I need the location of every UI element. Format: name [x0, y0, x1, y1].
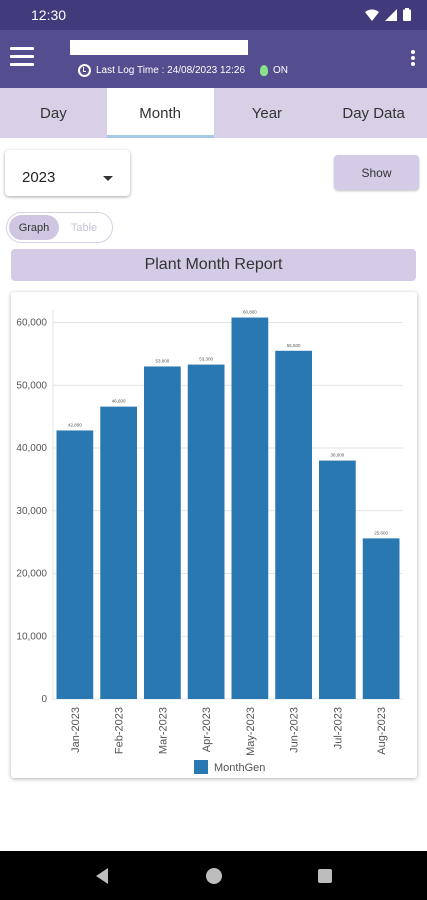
- table-option[interactable]: Table: [70, 221, 98, 234]
- data-label: 38,000: [330, 453, 344, 458]
- system-nav-bar: [0, 851, 427, 900]
- status-icons: [365, 8, 411, 21]
- y-tick-label: 10,000: [16, 631, 47, 642]
- data-label: 60,800: [243, 310, 257, 315]
- bar: [56, 430, 94, 699]
- clock-icon: [78, 64, 91, 77]
- x-tick-label: Jun-2023: [289, 707, 301, 753]
- data-label: 25,600: [374, 530, 388, 535]
- tab-month[interactable]: Month: [106, 88, 214, 138]
- report-title: Plant Month Report: [11, 249, 416, 281]
- battery-icon: [403, 8, 411, 21]
- app-bar: Last Log Time : 24/08/2023 12:26 ON: [0, 30, 427, 88]
- tab-day-data[interactable]: Day Data: [342, 104, 405, 122]
- x-tick-label: Feb-2023: [114, 707, 126, 754]
- y-tick-label: 30,000: [16, 506, 47, 517]
- bulb-icon: [260, 65, 268, 76]
- status-bar: 12:30: [0, 0, 427, 30]
- recent-apps-icon[interactable]: [318, 869, 332, 883]
- show-button[interactable]: Show: [334, 155, 419, 190]
- x-tick-label: Jul-2023: [332, 707, 344, 749]
- x-tick-label: Apr-2023: [201, 707, 213, 752]
- bar: [187, 364, 225, 699]
- bar: [362, 538, 400, 699]
- tab-year[interactable]: Year: [251, 104, 283, 122]
- data-label: 53,000: [155, 358, 169, 363]
- online-status: ON: [273, 65, 288, 76]
- bar: [231, 317, 269, 699]
- data-label: 46,600: [112, 399, 126, 404]
- bar: [100, 406, 137, 699]
- more-options-icon[interactable]: [410, 50, 416, 68]
- bar: [319, 460, 356, 699]
- x-tick-label: Jan-2023: [70, 707, 82, 753]
- y-tick-label: 60,000: [16, 318, 47, 329]
- log-info: Last Log Time : 24/08/2023 12:26 ON: [78, 64, 288, 77]
- year-dropdown[interactable]: 2023: [5, 150, 130, 196]
- bar: [275, 350, 312, 699]
- wifi-icon: [365, 9, 379, 21]
- y-tick-label: 40,000: [16, 443, 47, 454]
- year-value: 2023: [22, 169, 56, 186]
- y-tick-label: 0: [41, 694, 47, 705]
- menu-icon[interactable]: [10, 47, 35, 69]
- x-tick-label: Mar-2023: [157, 707, 169, 754]
- y-tick-label: 20,000: [16, 569, 47, 580]
- graph-option[interactable]: Graph: [9, 215, 59, 240]
- view-toggle: Graph Table: [6, 212, 113, 243]
- tab-day[interactable]: Day: [40, 104, 67, 122]
- last-log-time: Last Log Time : 24/08/2023 12:26: [96, 65, 245, 76]
- x-tick-label: May-2023: [245, 707, 257, 756]
- chart-card: 0 10,000 20,000 30,000 40,000 50,000 60,000 42,…: [11, 292, 417, 778]
- y-tick-label: 50,000: [16, 380, 47, 391]
- home-icon[interactable]: [206, 868, 222, 884]
- status-time: 12:30: [31, 7, 67, 23]
- back-icon[interactable]: [96, 868, 108, 884]
- chevron-down-icon: [103, 176, 113, 181]
- legend-label: MonthGen: [214, 762, 265, 774]
- signal-icon: [385, 8, 397, 21]
- app-title-redacted: [70, 40, 248, 55]
- x-tick-label: Aug-2023: [376, 707, 388, 755]
- legend-swatch: [194, 760, 208, 774]
- data-label: 53,300: [199, 357, 213, 362]
- data-label: 42,800: [68, 422, 82, 427]
- bar: [144, 366, 181, 699]
- data-label: 55,500: [287, 343, 301, 348]
- tab-bar: Day Month Year Day Data: [0, 88, 427, 138]
- bar-chart: 0 10,000 20,000 30,000 40,000 50,000 60,000 42,…: [16, 310, 403, 774]
